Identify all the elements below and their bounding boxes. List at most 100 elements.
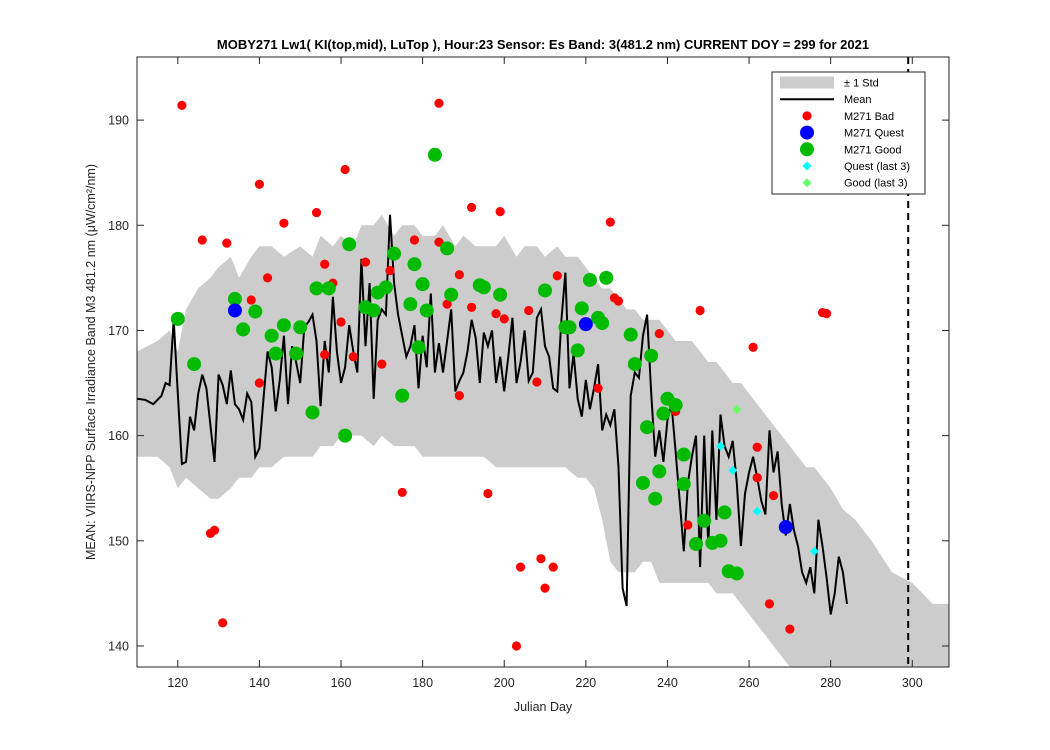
bad-point <box>454 270 464 280</box>
legend-label: M271 Good <box>844 144 901 156</box>
x-tick-label: 120 <box>167 676 188 690</box>
bad-point <box>454 391 464 401</box>
legend-swatch-quest-last3 <box>802 161 812 171</box>
legend-swatch-good <box>800 142 814 157</box>
bad-point <box>320 259 330 269</box>
good-point <box>574 301 589 316</box>
bad-point <box>532 377 542 387</box>
bad-point <box>605 217 615 227</box>
bad-point <box>442 299 452 309</box>
good-point <box>668 398 683 413</box>
bad-point <box>360 257 371 267</box>
plot-area <box>137 0 949 667</box>
good-point <box>440 241 455 256</box>
bad-point <box>495 207 505 217</box>
legend-label: ± 1 Std <box>844 78 879 90</box>
bad-point <box>377 359 387 369</box>
legend-label: Mean <box>844 94 872 106</box>
y-tick-label: 180 <box>108 219 129 233</box>
bad-point <box>348 352 358 362</box>
bad-point <box>768 490 779 501</box>
good-point <box>729 566 744 581</box>
legend-label: M271 Bad <box>844 111 894 123</box>
bad-point <box>177 100 187 110</box>
legend-swatch-quest <box>800 125 814 140</box>
good-point <box>264 328 279 343</box>
x-tick-label: 160 <box>331 676 352 690</box>
quest-point <box>227 303 242 318</box>
x-tick-label: 200 <box>494 676 515 690</box>
bad-point <box>320 350 330 360</box>
bad-point <box>434 98 444 108</box>
bad-point <box>466 202 477 212</box>
bad-point <box>695 305 705 316</box>
good-point <box>289 346 304 361</box>
legend-box <box>771 71 926 195</box>
legend-swatch-std <box>780 76 834 89</box>
good-point <box>783 0 797 7</box>
bad-point <box>279 218 289 228</box>
y-tick-label: 190 <box>108 114 129 128</box>
y-axis-label: MEAN: VIIRS-NPP Surface Irradiance Band … <box>84 164 98 560</box>
good-point <box>734 0 748 7</box>
bad-point <box>246 295 256 305</box>
good-point <box>676 447 691 462</box>
good-point <box>236 322 251 337</box>
bad-point <box>511 641 522 651</box>
legend-swatch-good-last3 <box>802 178 812 188</box>
good-point <box>293 320 308 335</box>
good-point <box>738 0 752 7</box>
good-point <box>411 340 426 355</box>
bad-point <box>385 265 395 276</box>
bad-point <box>536 554 546 564</box>
bad-point <box>434 237 444 247</box>
good-point <box>403 297 418 312</box>
legend-label: Quest (last 3) <box>844 161 910 173</box>
x-axis-label: Julian Day <box>514 700 573 714</box>
good-point <box>717 505 732 520</box>
bad-point <box>409 235 420 245</box>
bad-point <box>499 314 509 324</box>
bad-point <box>764 599 775 609</box>
good-point <box>807 0 821 7</box>
bad-point <box>752 473 762 483</box>
quest-last3-point <box>728 465 738 475</box>
good-point <box>758 0 772 7</box>
quest-last3-point <box>715 441 725 451</box>
x-tick-label: 300 <box>902 676 923 690</box>
good-point <box>795 0 809 7</box>
x-tick-label: 240 <box>657 676 678 690</box>
good-point <box>676 477 691 491</box>
bad-point <box>483 488 493 499</box>
good-point <box>407 257 422 272</box>
good-point <box>187 357 202 372</box>
mean-line <box>137 214 848 615</box>
quest-last3-point <box>752 506 762 516</box>
good-point <box>276 318 291 333</box>
good-point <box>640 420 655 435</box>
y-tick-label: 150 <box>108 534 129 548</box>
good-point <box>309 281 324 296</box>
bad-point <box>524 305 534 316</box>
std-band <box>137 214 949 667</box>
good-point <box>395 388 410 403</box>
good-point <box>644 348 659 363</box>
y-tick-label: 170 <box>108 324 129 338</box>
bad-point <box>515 562 526 572</box>
bad-point <box>821 309 832 319</box>
quest-point <box>578 317 593 332</box>
bad-point <box>752 442 762 452</box>
good-point <box>170 311 185 326</box>
legend: ± 1 Std Mean M271 Bad M271 Quest M271 Good Qu… <box>771 71 926 195</box>
good-point <box>338 428 353 443</box>
good-point <box>652 464 667 479</box>
good-point <box>713 533 728 548</box>
good-point <box>767 0 781 7</box>
good-point <box>227 291 242 306</box>
good-point <box>570 343 585 358</box>
good-point <box>493 287 508 302</box>
bad-point <box>552 271 562 281</box>
bad-point <box>336 317 346 327</box>
good-point <box>321 281 336 296</box>
bad-point <box>654 329 664 339</box>
